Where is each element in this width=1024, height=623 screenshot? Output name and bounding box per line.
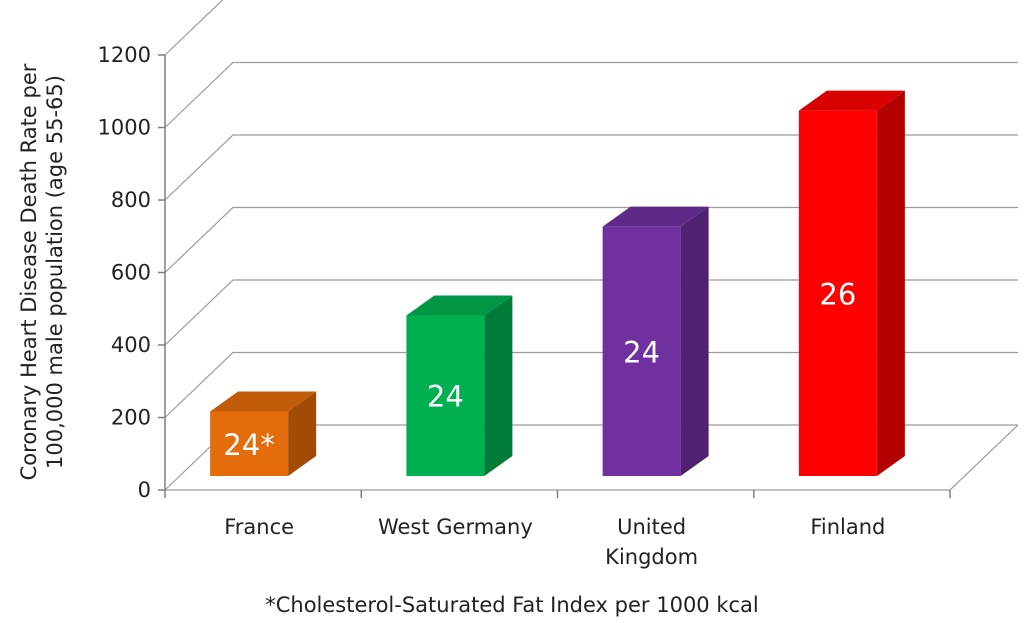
x-tick-label: United Kingdom [605,515,698,569]
bar-front [798,110,877,476]
gridline [164,134,1018,201]
bar-side [680,206,709,476]
footnote: *Cholesterol-Saturated Fat Index per 100… [265,593,759,617]
bars: 24* 24 24 26 [210,90,905,476]
bar-top [602,206,709,227]
bar-data-label: 24 [623,335,660,369]
y-tick-label: 400 [111,333,151,357]
gridline [164,206,1018,273]
bar-front [602,226,681,476]
bar-side [288,391,317,476]
bar-united-kingdom: 24 [602,206,709,476]
bar-data-label: 24* [223,428,274,462]
y-tick-label: 0 [138,478,151,502]
gridline [164,351,1018,418]
bar-west-germany: 24 [406,295,513,476]
y-tick-label: 600 [111,261,151,285]
x-tick-label: France [224,515,294,539]
y-tick-label: 1200 [98,43,151,67]
gridline [164,0,224,56]
y-axis-label: Coronary Heart Disease Death Rate per100… [17,63,67,480]
bar-side [876,90,905,476]
y-tick-label: 1000 [98,116,151,140]
bar-front [406,315,485,476]
bar-top [406,295,513,316]
x-tick-labels: France West Germany United Kingdom Finland [224,515,885,569]
bar-data-label: 26 [819,277,856,311]
axes [158,54,951,498]
bar-data-label: 24 [427,380,464,414]
y-tick-label: 800 [111,188,151,212]
bar-top [798,90,905,111]
gridline [164,279,1018,346]
y-axis-label-line: 100,000 male population (age 55-65) [43,75,67,469]
x-tick-label: Finland [810,515,885,539]
y-tick-labels: 0 200 400 600 800 1000 1200 [98,43,151,502]
bar-top [210,391,317,412]
bar-side [484,295,513,476]
gridlines [164,0,1019,491]
bar-france: 24* [210,391,317,476]
bar-finland: 26 [798,90,905,476]
x-tick-label: West Germany [378,515,533,539]
y-tick-label: 200 [111,406,151,430]
bar-front [210,411,289,476]
gridline [164,61,1018,128]
y-axis-label-line: Coronary Heart Disease Death Rate per [17,63,41,480]
